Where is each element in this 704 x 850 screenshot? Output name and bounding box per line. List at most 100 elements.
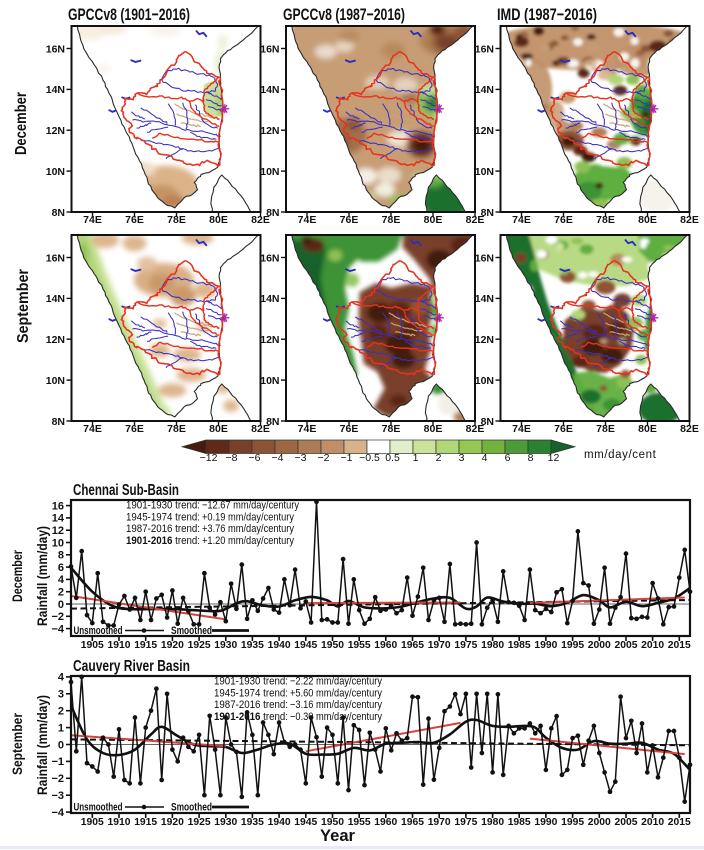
svg-text:0: 0 [58,599,64,611]
svg-text:16N: 16N [475,252,494,264]
svg-text:1950: 1950 [321,639,344,651]
svg-text:14N: 14N [260,293,279,305]
svg-text:1955: 1955 [348,816,371,828]
svg-text:14N: 14N [46,84,65,96]
svg-text:8: 8 [528,452,534,464]
svg-text:−6: −6 [249,452,261,464]
svg-text:2000: 2000 [588,816,611,828]
svg-text:−12: −12 [200,452,218,464]
svg-text:September: September [15,269,32,343]
svg-text:1915: 1915 [134,816,157,828]
svg-text:+1.20 mm/day/century: +1.20 mm/day/century [202,535,294,547]
svg-text:10N: 10N [260,375,279,387]
svg-text:4: 4 [58,672,65,684]
svg-text:80E: 80E [209,423,228,435]
svg-text:−3.16 mm/day/century: −3.16 mm/day/century [290,699,382,711]
svg-text:+3.76 mm/day/century: +3.76 mm/day/century [202,523,294,535]
svg-text:1920: 1920 [161,639,184,651]
svg-text:mm/day/cent: mm/day/cent [584,449,657,461]
svg-text:3: 3 [58,689,64,701]
svg-text:3: 3 [459,452,465,464]
svg-text:10N: 10N [475,166,494,178]
svg-text:16N: 16N [46,252,65,264]
svg-text:−8: −8 [226,452,238,464]
svg-text:1945: 1945 [294,639,317,651]
svg-text:1901-1930 trend:: 1901-1930 trend: [214,676,288,688]
svg-text:8N: 8N [52,416,65,428]
svg-text:1935: 1935 [241,639,264,651]
svg-text:Smoothed: Smoothed [171,802,212,814]
svg-text:1950: 1950 [321,816,344,828]
svg-text:1901-1930 trend:: 1901-1930 trend: [126,500,200,512]
svg-text:1920: 1920 [161,816,184,828]
svg-text:1980: 1980 [481,639,504,651]
svg-text:Smoothed: Smoothed [171,625,212,637]
svg-text:1990: 1990 [534,816,557,828]
svg-text:74E: 74E [298,214,317,226]
svg-text:−3: −3 [295,452,307,464]
svg-text:0: 0 [58,739,64,751]
svg-text:16: 16 [52,500,64,512]
svg-text:1970: 1970 [428,816,451,828]
svg-text:1925: 1925 [188,816,211,828]
svg-text:76E: 76E [554,423,573,435]
svg-text:80E: 80E [424,423,443,435]
svg-text:82E: 82E [251,214,270,226]
svg-text:12N: 12N [260,125,279,137]
svg-text:74E: 74E [298,423,317,435]
svg-text:80E: 80E [424,214,443,226]
svg-text:14N: 14N [46,293,65,305]
svg-text:16N: 16N [260,252,279,264]
svg-text:GPCCv8 (1987−2016): GPCCv8 (1987−2016) [283,5,405,24]
svg-text:12: 12 [52,525,64,537]
svg-text:Cauvery River Basin: Cauvery River Basin [73,658,190,675]
svg-text:2005: 2005 [615,639,638,651]
svg-text:12N: 12N [260,334,279,346]
svg-text:16N: 16N [46,43,65,55]
svg-text:78E: 78E [167,214,186,226]
svg-text:82E: 82E [680,214,699,226]
svg-text:78E: 78E [167,423,186,435]
svg-text:1965: 1965 [401,639,424,651]
svg-text:1955: 1955 [348,639,371,651]
svg-text:1995: 1995 [561,639,584,651]
svg-text:1975: 1975 [454,816,477,828]
svg-text:14N: 14N [475,84,494,96]
svg-text:2015: 2015 [668,639,691,651]
svg-text:12N: 12N [475,334,494,346]
svg-text:12N: 12N [46,125,65,137]
svg-text:−1: −1 [51,756,64,768]
svg-text:GPCCv8 (1901−2016): GPCCv8 (1901−2016) [68,5,190,24]
svg-text:76E: 76E [554,214,573,226]
svg-text:12N: 12N [475,125,494,137]
svg-text:14N: 14N [260,84,279,96]
svg-text:2: 2 [436,452,442,464]
svg-text:1970: 1970 [428,639,451,651]
svg-text:IMD (1987−2016): IMD (1987−2016) [497,5,597,24]
svg-text:2015: 2015 [668,816,691,828]
svg-text:1930: 1930 [214,639,237,651]
svg-text:80E: 80E [638,214,657,226]
svg-text:4: 4 [482,452,488,464]
svg-text:82E: 82E [251,423,270,435]
svg-text:1901-2016 trend:: 1901-2016 trend: [126,535,200,547]
svg-text:78E: 78E [596,423,615,435]
svg-text:−12.67 mm/day/century: −12.67 mm/day/century [202,500,299,512]
svg-text:−2: −2 [51,611,64,623]
svg-text:2: 2 [58,706,64,718]
svg-text:−2.22 mm/day/century: −2.22 mm/day/century [290,676,382,688]
svg-text:1940: 1940 [268,816,291,828]
svg-text:6: 6 [505,452,511,464]
svg-text:8N: 8N [481,416,494,428]
svg-text:−4: −4 [51,623,64,635]
svg-text:1985: 1985 [508,816,531,828]
svg-text:1: 1 [58,722,64,734]
svg-text:Rainfall (mm/day): Rainfall (mm/day) [35,526,50,626]
svg-text:80E: 80E [638,423,657,435]
svg-text:4: 4 [58,574,65,586]
svg-text:8: 8 [58,550,64,562]
svg-text:Unsmoothed: Unsmoothed [74,802,123,814]
svg-text:1985: 1985 [508,639,531,651]
svg-text:8N: 8N [266,207,279,219]
svg-text:Rainfall (mm/day): Rainfall (mm/day) [35,695,50,795]
